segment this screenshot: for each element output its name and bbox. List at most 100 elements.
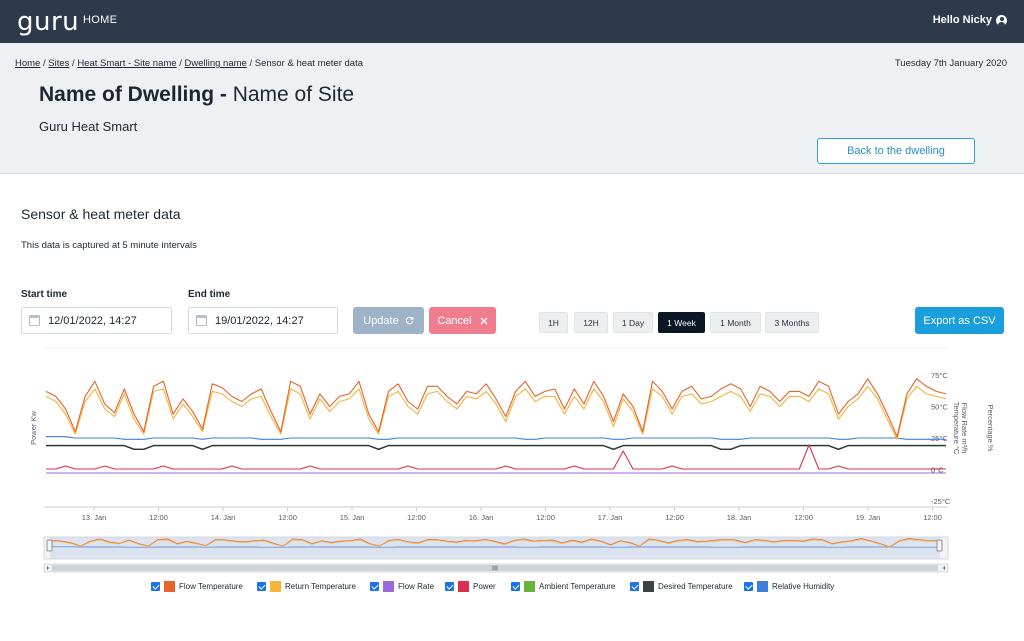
legend-item[interactable]: Ambient Temperature — [511, 581, 615, 592]
legend-swatch — [458, 581, 469, 592]
y-axis-title-power: Power Kw — [29, 411, 38, 445]
greeting-text: Hello Nicky — [932, 14, 992, 26]
series-line-power — [46, 444, 946, 470]
breadcrumb-current: Sensor & heat meter data — [254, 58, 363, 69]
breadcrumb: Home / Sites / Heat Smart - Site name / … — [15, 58, 363, 69]
breadcrumb-sep: / — [42, 58, 46, 69]
x-tick-label: 17. Jan — [598, 513, 623, 522]
legend-item[interactable]: Flow Rate — [370, 581, 434, 592]
back-to-dwelling-button[interactable]: Back to the dwelling — [817, 138, 975, 164]
breadcrumb-sep: / — [72, 58, 75, 69]
start-time-label: Start time — [21, 289, 68, 300]
legend-checkbox[interactable] — [257, 582, 266, 591]
export-csv-button[interactable]: Export as CSV — [915, 307, 1004, 334]
legend-label: Relative Humidity — [772, 582, 835, 591]
user-menu[interactable]: Hello Nicky — [933, 14, 1007, 26]
cancel-label: Cancel — [437, 314, 472, 327]
range-1day-button[interactable]: 1 Day — [613, 312, 653, 333]
legend-label: Flow Rate — [398, 582, 435, 591]
cancel-button[interactable]: Cancel — [429, 307, 496, 334]
range-1h-button[interactable]: 1H — [539, 312, 568, 333]
legend-label: Desired Temperature — [658, 582, 733, 591]
x-tick-label: 16. Jan — [469, 513, 494, 522]
range-12h-button[interactable]: 12H — [574, 312, 608, 333]
y-axis-title-right: Flow Rate m³/h — [960, 403, 969, 454]
x-tick-label: 18. Jan — [727, 513, 752, 522]
scroll-right-arrow — [943, 566, 945, 570]
scroll-left-arrow — [47, 566, 49, 570]
update-button[interactable]: Update — [353, 307, 424, 334]
legend-checkbox[interactable] — [744, 582, 753, 591]
temp-tick-label: 75°C — [931, 371, 948, 380]
legend-checkbox[interactable] — [151, 582, 160, 591]
guru-logo[interactable]: guru — [17, 7, 80, 37]
range-1week-button[interactable]: 1 Week — [658, 312, 705, 333]
x-tick-label: 12:00 — [149, 513, 168, 522]
start-time-input[interactable]: 12/01/2022, 14:27 — [21, 307, 172, 334]
legend-checkbox[interactable] — [630, 582, 639, 591]
site-name: Name of Site — [232, 83, 355, 106]
legend-swatch — [757, 581, 768, 592]
legend-item[interactable]: Power — [445, 581, 496, 592]
range-3months-button[interactable]: 3 Months — [765, 312, 819, 333]
user-icon — [996, 14, 1007, 26]
navigator-handle-right — [936, 539, 943, 552]
breadcrumb-sep: / — [179, 58, 182, 69]
end-time-value: 19/01/2022, 14:27 — [215, 314, 304, 327]
nav-home-link[interactable]: HOME — [83, 14, 118, 26]
sensor-chart: 75°C 50°C 25°C 0°C -25°C Power Kw Temperature … — [29, 347, 995, 573]
legend-checkbox[interactable] — [370, 582, 379, 591]
x-tick-label: 12:00 — [536, 513, 555, 522]
legend-item[interactable]: Flow Temperature — [151, 581, 243, 592]
x-tick-label: 12:00 — [407, 513, 426, 522]
legend-swatch — [383, 581, 394, 592]
refresh-icon — [405, 316, 414, 325]
range-1month-button[interactable]: 1 Month — [710, 312, 761, 333]
breadcrumb-sites[interactable]: Sites — [48, 58, 70, 69]
calendar-icon — [196, 315, 207, 326]
y-axis-title-right: Percentage % — [986, 404, 995, 451]
x-tick-label: 12:00 — [923, 513, 942, 522]
page-title: Name of Dwelling - Name of Site — [39, 83, 354, 107]
temp-tick-label: 0°C — [931, 466, 944, 475]
x-tick-label: 15. Jan — [340, 513, 365, 522]
x-tick-label: 12:00 — [278, 513, 297, 522]
legend-label: Power — [473, 582, 496, 591]
legend-swatch — [643, 581, 654, 592]
section-title: Sensor & heat meter data — [21, 206, 181, 222]
legend-item[interactable]: Return Temperature — [257, 581, 356, 592]
series-line-relative-humidity — [46, 436, 946, 440]
breadcrumb-site[interactable]: Heat Smart - Site name — [77, 58, 177, 69]
legend-label: Return Temperature — [285, 582, 356, 591]
chart-legend: Flow Temperature Return Temperature Flow R… — [0, 581, 1024, 595]
start-time-value: 12/01/2022, 14:27 — [48, 314, 137, 327]
close-icon — [480, 317, 488, 324]
legend-swatch — [270, 581, 281, 592]
scrollbar-grip — [492, 565, 498, 571]
legend-checkbox[interactable] — [511, 582, 520, 591]
x-tick-label: 12:00 — [794, 513, 813, 522]
legend-swatch — [524, 581, 535, 592]
x-tick-label: 19. Jan — [856, 513, 881, 522]
dwelling-name: Name of Dwelling - — [39, 83, 227, 106]
breadcrumb-dwelling[interactable]: Dwelling name — [184, 58, 247, 69]
top-navbar: guru HOME Hello Nicky — [0, 0, 1024, 43]
legend-label: Ambient Temperature — [539, 582, 616, 591]
x-tick-label: 14. Jan — [211, 513, 236, 522]
update-label: Update — [363, 314, 399, 327]
legend-item[interactable]: Desired Temperature — [630, 581, 733, 592]
legend-checkbox[interactable] — [445, 582, 454, 591]
series-line-desired-temperature — [46, 444, 946, 450]
temp-tick-label: -25°C — [931, 497, 951, 506]
plot-area — [44, 348, 948, 507]
temp-tick-label: 25°C — [931, 434, 948, 443]
legend-label: Flow Temperature — [179, 582, 243, 591]
breadcrumb-home[interactable]: Home — [15, 58, 41, 69]
y-axis-title-right: Temperature °C — [952, 402, 961, 455]
navigator-line — [51, 539, 939, 548]
end-time-input[interactable]: 19/01/2022, 14:27 — [188, 307, 338, 334]
legend-item[interactable]: Relative Humidity — [744, 581, 834, 592]
legend-swatch — [164, 581, 175, 592]
temp-tick-label: 50°C — [931, 403, 948, 412]
navigator-handle-left — [46, 539, 53, 552]
